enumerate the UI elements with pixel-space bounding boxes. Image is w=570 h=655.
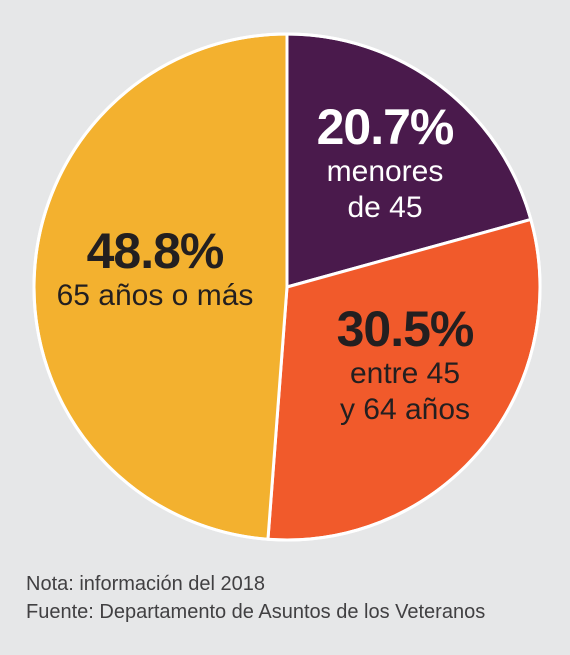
pie-outline — [32, 32, 542, 542]
source-text: Fuente: Departamento de Asuntos de los V… — [26, 601, 486, 623]
slice-desc-45-to-64-line2: y 64 años — [339, 393, 471, 426]
slice-value-45-to-64: 30.5% — [336, 301, 475, 357]
chart-notes: Nota: información del 2018 Fuente: Depar… — [26, 570, 485, 626]
slice-label-45-to-64: 30.5% entre 45 y 64 años — [310, 302, 500, 428]
slice-label-65-plus: 48.8% 65 años o más — [40, 224, 270, 314]
slice-desc-under-45-line2: de 45 — [347, 191, 423, 224]
slice-value-65-plus: 48.8% — [86, 223, 225, 279]
slice-desc-under-45-line1: menores — [326, 155, 444, 188]
pie-chart-svg — [32, 32, 542, 542]
slice-desc-65-plus-line1: 65 años o más — [56, 279, 254, 312]
slice-label-under-45: 20.7% menores de 45 — [300, 100, 470, 226]
slice-desc-45-to-64-line1: entre 45 — [349, 357, 461, 390]
note-text: Nota: información del 2018 — [26, 573, 266, 595]
pie-chart: 20.7% menores de 45 30.5% entre 45 y 64 … — [32, 32, 542, 542]
slice-value-under-45: 20.7% — [316, 99, 455, 155]
